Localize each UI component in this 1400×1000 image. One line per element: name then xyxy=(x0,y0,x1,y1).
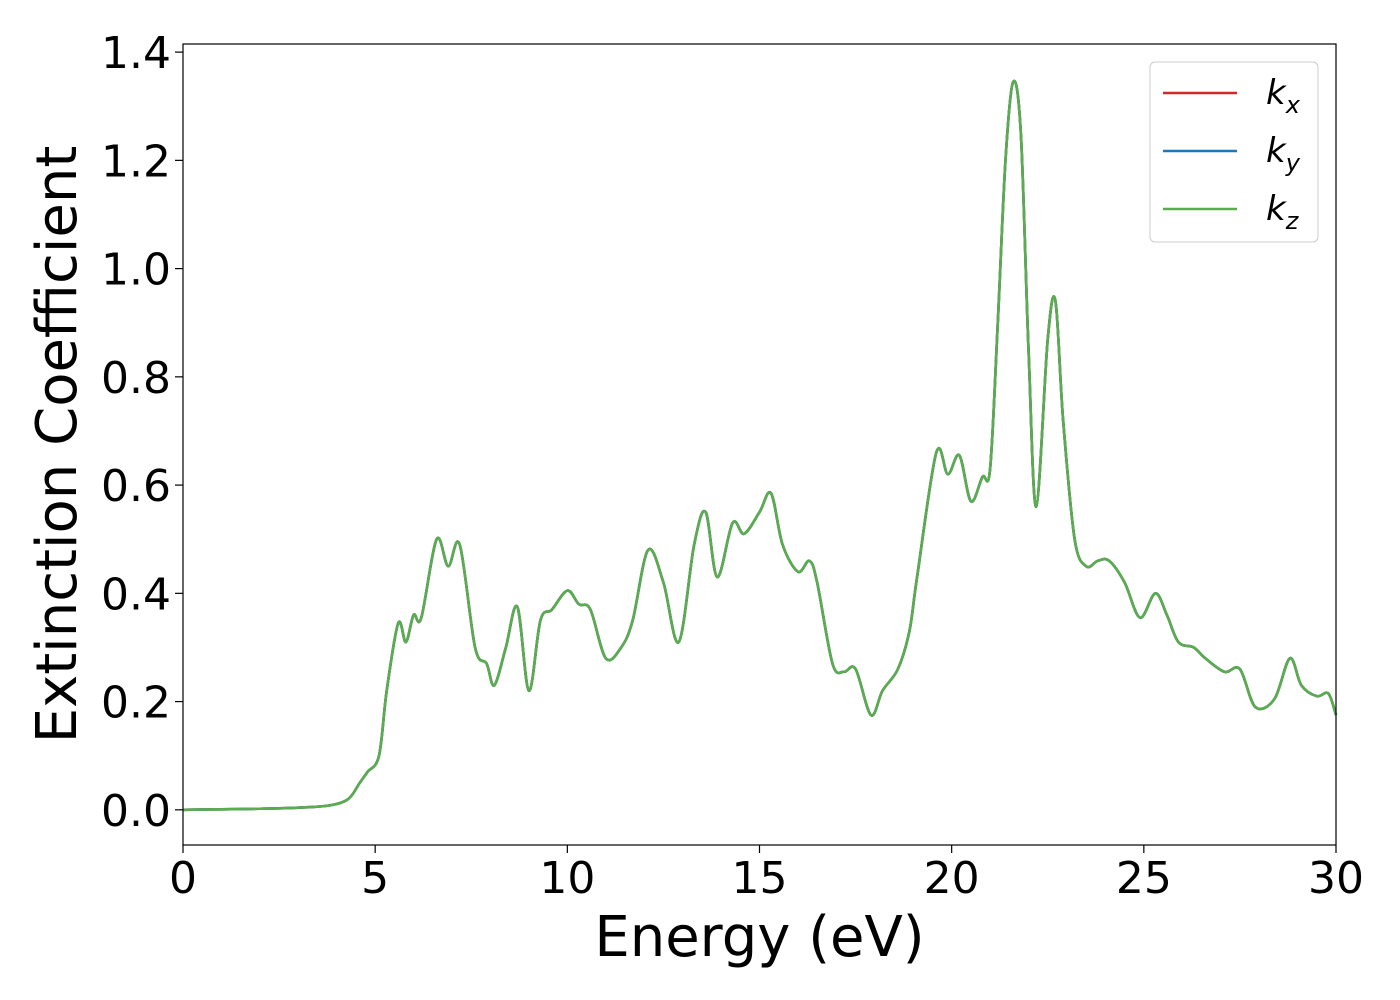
x-tick-label: 20 xyxy=(924,853,980,904)
y-tick-label: 0.6 xyxy=(101,461,171,512)
x-axis-ticks: 0 5 10 15 20 25 30 xyxy=(169,845,1364,904)
x-tick-label: 5 xyxy=(361,853,389,904)
y-tick-label: 0.4 xyxy=(101,569,171,620)
x-tick-label: 0 xyxy=(169,853,197,904)
y-axis-title: Extinction Coefficient xyxy=(25,146,90,744)
x-tick-label: 10 xyxy=(539,853,595,904)
series-layer xyxy=(182,79,1338,812)
x-axis-title: Energy (eV) xyxy=(594,905,924,970)
y-tick-label: 1.4 xyxy=(101,28,171,79)
x-tick-label: 25 xyxy=(1116,853,1172,904)
y-tick-label: 0.2 xyxy=(101,678,171,729)
y-tick-label: 0.8 xyxy=(101,353,171,404)
x-tick-label: 30 xyxy=(1308,853,1364,904)
series-line-k-z xyxy=(182,79,1338,812)
x-tick-label: 15 xyxy=(732,853,788,904)
y-tick-label: 0.0 xyxy=(101,786,171,837)
y-axis-ticks: 0.0 0.2 0.4 0.6 0.8 1.0 1.2 1.4 xyxy=(101,28,183,837)
y-tick-label: 1.2 xyxy=(101,136,171,187)
y-tick-label: 1.0 xyxy=(101,245,171,296)
